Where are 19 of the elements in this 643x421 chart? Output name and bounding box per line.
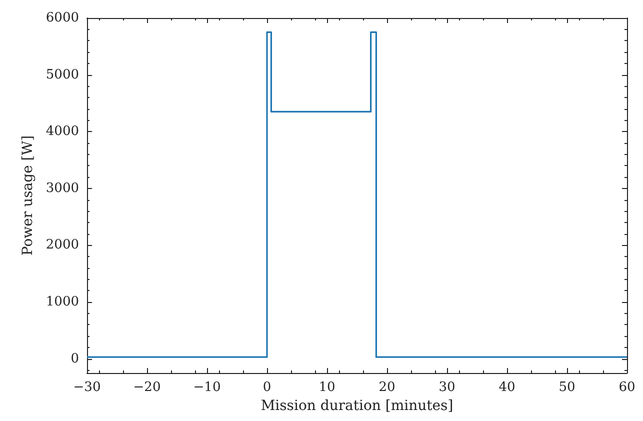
x-tick-label: 10 (318, 380, 336, 395)
y-tick-label: 0 (70, 351, 79, 366)
x-axis-title: Mission duration [minutes] (260, 398, 454, 414)
x-tick-label: 40 (498, 380, 516, 395)
x-tick-label: 20 (378, 380, 396, 395)
y-tick-label: 5000 (46, 67, 79, 82)
x-tick-label: 50 (558, 380, 576, 395)
x-tick-label: −30 (73, 380, 101, 395)
x-tick-label: −10 (193, 380, 221, 395)
x-tick-label: −20 (133, 380, 161, 395)
y-tick-label: 3000 (46, 180, 79, 196)
y-tick-label: 6000 (46, 10, 79, 26)
x-tick-label: 0 (262, 380, 272, 395)
y-axis-title: Power usage [W] (20, 135, 36, 256)
x-tick-label: 60 (618, 380, 636, 395)
x-tick-label: 30 (438, 380, 456, 395)
y-tick-label: 2000 (46, 238, 79, 253)
y-tick-label: 4000 (46, 124, 79, 140)
y-tick-label: 1000 (46, 294, 79, 310)
